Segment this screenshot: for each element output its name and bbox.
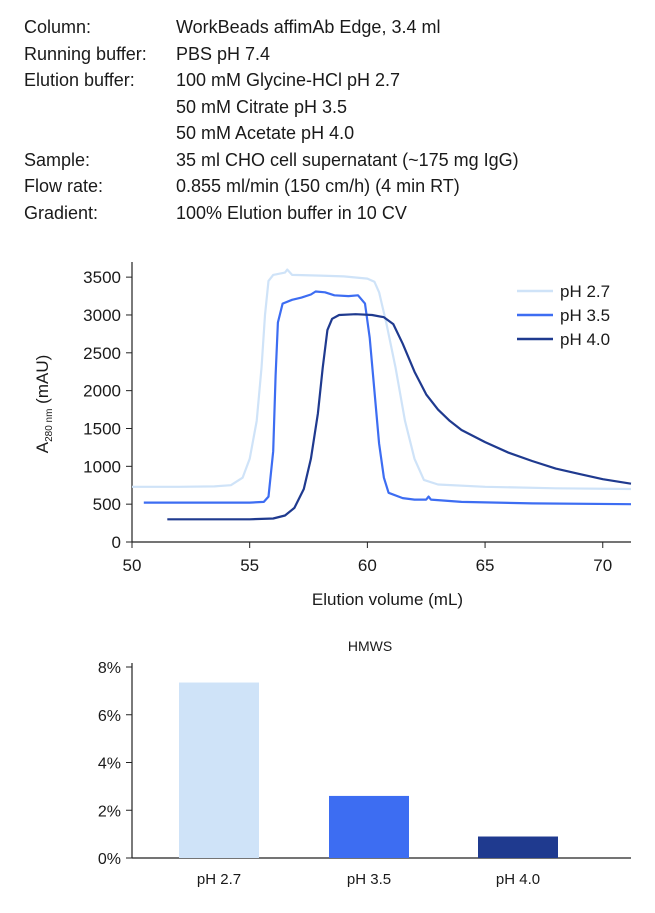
condition-row: Gradient: 100% Elution buffer in 10 CV [24,200,519,227]
condition-value: PBS pH 7.4 [176,43,271,64]
x-tick-label: 70 [593,556,612,575]
series-line-pH-2-7 [132,268,632,491]
bar-category-label: pH 4.0 [496,871,540,888]
legend-label: pH 4.0 [560,330,610,349]
legend-label: pH 2.7 [560,282,610,301]
condition-key: Running buffer: [24,43,147,64]
series-line-pH-4-0 [167,313,632,521]
bar-pH-4-0 [478,836,558,858]
condition-row: Sample: 35 ml CHO cell supernatant (~175 … [24,147,519,174]
bar-y-tick-label: 6% [98,708,121,725]
bar-y-tick-label: 2% [98,803,121,820]
condition-key: Elution buffer: [24,70,135,90]
y-tick-label: 1500 [83,419,121,438]
bar-y-tick-label: 0% [98,851,121,868]
x-tick-label: 55 [240,556,259,575]
bar-y-tick-label: 4% [98,756,121,773]
bar-pH-3-5 [329,795,409,858]
bar-chart-title: HMWS [348,638,392,654]
condition-value: 100 mM Glycine-HCl pH 2.7 [176,70,401,90]
condition-value: 0.855 ml/min (150 cm/h) (4 min RT) [176,176,460,196]
condition-row: Flow rate: 0.855 ml/min (150 cm/h) (4 min… [24,173,519,200]
condition-key: Column: [24,17,92,37]
bar-category-label: pH 2.7 [197,871,241,888]
x-tick-label: 60 [358,556,377,575]
series-line-pH-3-5 [143,290,632,506]
y-tick-label: 1000 [83,457,121,476]
y-tick-label: 2000 [83,382,121,401]
x-tick-label: 50 [123,556,142,575]
condition-key: Sample: [24,149,91,170]
condition-row: 50 mM Citrate pH 3.5 [24,94,519,121]
condition-row: Running buffer: PBS pH 7.4 [24,41,519,68]
y-tick-label: 0 [112,533,121,552]
condition-key: Flow rate: [24,176,104,196]
y-axis-title-main: A [33,441,52,453]
y-tick-label: 3000 [83,306,121,325]
condition-value: 100% Elution buffer in 10 CV [176,202,407,223]
y-tick-label: 500 [93,495,121,514]
condition-row: Elution buffer: 100 mM Glycine-HCl pH 2.7 [24,67,519,94]
y-axis-title-subscript: 280 nm [44,409,55,442]
condition-value: 35 ml CHO cell supernatant (~175 mg IgG) [176,149,519,170]
condition-row: 50 mM Acetate pH 4.0 [24,120,519,147]
condition-row: Column: WorkBeads affimAb Edge, 3.4 ml [24,14,519,41]
conditions-block: Column: WorkBeads affimAb Edge, 3.4 ml Run… [24,14,519,226]
condition-key: Gradient: [24,202,99,223]
bar-y-tick-label: 8% [98,660,121,677]
y-tick-label: 2500 [83,344,121,363]
condition-value: 50 mM Acetate pH 4.0 [176,123,355,143]
y-tick-label: 3500 [83,268,121,287]
bar-pH-2-7 [179,682,259,858]
bar-category-label: pH 3.5 [347,871,391,888]
x-axis-title: Elution volume (mL) [312,590,463,609]
x-tick-label: 65 [476,556,495,575]
condition-value: 50 mM Citrate pH 3.5 [176,96,348,117]
condition-value: WorkBeads affimAb Edge, 3.4 ml [176,17,441,37]
y-axis-title: A280 nm (mAU) [33,355,55,454]
y-axis-title-unit: (mAU) [33,355,52,409]
legend-label: pH 3.5 [560,306,610,325]
chromatogram-chart: 0 500 1000 1500 2000 2500 3000 3500 50 55 60 65 70 El… [33,262,632,609]
